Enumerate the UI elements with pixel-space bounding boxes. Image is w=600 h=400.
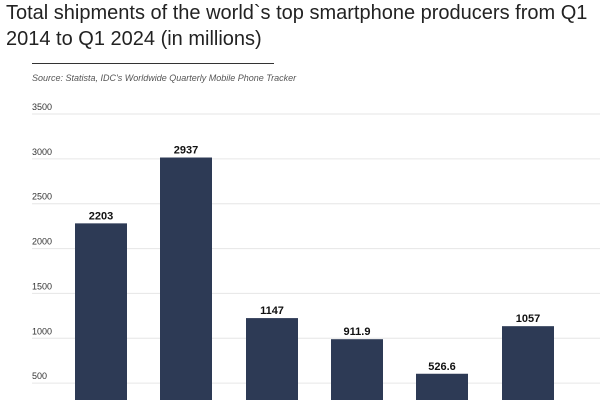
bar-1 [75,223,127,400]
y-axis-tick-labels: 500 1000 1500 2000 2500 3000 3500 [32,102,52,381]
bar-value-label: 1057 [516,313,540,325]
bars [75,157,554,400]
bar-6 [502,326,554,400]
chart-title: Total shipments of the world`s top smart… [6,2,588,50]
data-labels: 2203 2937 1147 911.9 526.6 1057 [89,145,540,373]
title-divider [32,63,274,64]
bar-2 [160,157,212,400]
bar-value-label: 911.9 [344,326,371,338]
y-tick-label: 3500 [32,102,52,112]
bar-3 [246,318,298,400]
bar-value-label: 526.6 [428,361,456,373]
bar-4 [331,339,383,400]
bar-value-label: 2937 [174,145,198,157]
y-tick-label: 500 [32,371,47,381]
y-tick-label: 2500 [32,192,52,202]
y-tick-label: 2000 [32,237,52,247]
bar-5 [416,373,468,400]
chart-source: Source: Statista, IDC's Worldwide Quarte… [32,73,297,83]
bar-value-label: 1147 [260,305,284,317]
y-tick-label: 1500 [32,281,52,291]
y-tick-label: 1000 [32,326,52,336]
bar-value-label: 2203 [89,210,113,222]
y-tick-label: 3000 [32,147,52,157]
